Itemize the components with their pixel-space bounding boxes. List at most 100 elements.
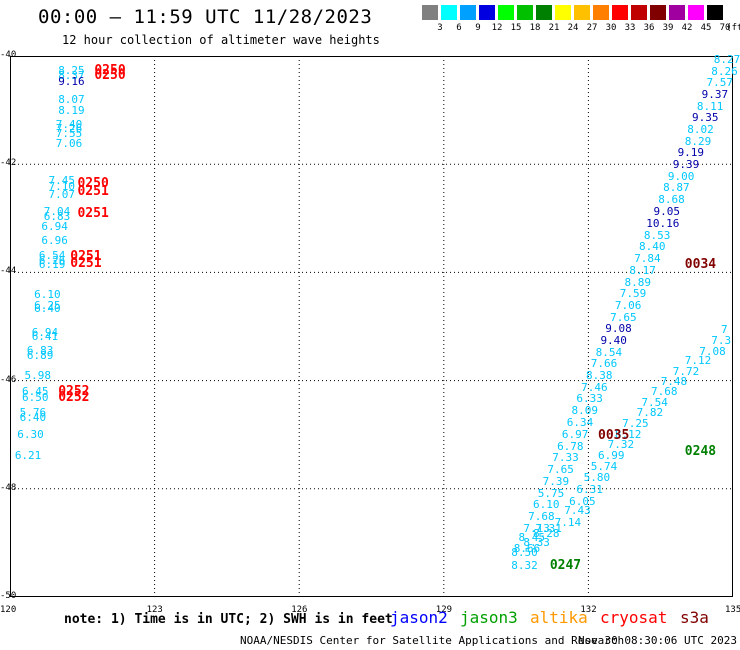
scale-swatch xyxy=(441,5,457,20)
wave-height-value: 7.39 xyxy=(542,474,570,488)
page-subtitle: 12 hour collection of altimeter wave hei… xyxy=(62,33,380,47)
wave-height-value: 10.16 xyxy=(646,216,680,230)
wave-height-value: 8.53 xyxy=(643,228,671,242)
scale-swatch xyxy=(669,5,685,20)
pass-time-label: 0250 xyxy=(94,62,126,78)
wave-height-value: 8.50 xyxy=(511,546,538,560)
footer-credit: NOAA/NESDIS Center for Satellite Applica… xyxy=(240,634,625,647)
wave-height-value: 6.94 xyxy=(41,220,68,234)
scale-swatch xyxy=(631,5,647,20)
pass-time-label: 0035 xyxy=(598,427,630,443)
scale-label: 24 xyxy=(567,23,579,33)
wave-height-value: 6.94 xyxy=(31,325,59,339)
map-plot-area xyxy=(10,56,733,597)
wave-height-value: 7.48 xyxy=(660,374,688,388)
scale-swatch xyxy=(536,5,552,20)
wave-height-value: 6.83 xyxy=(26,343,54,357)
wave-height-value: 7 xyxy=(720,323,728,337)
wave-height-value: 8.07 xyxy=(58,92,85,106)
scale-label: 70 xyxy=(719,23,731,33)
wave-height-value: 8.68 xyxy=(658,193,685,207)
wave-height-value: 7.06 xyxy=(55,136,83,150)
wave-height-value: 6.50 xyxy=(22,390,49,404)
wave-height-value: 9.40 xyxy=(600,334,627,348)
wave-height-value: 6.31 xyxy=(576,482,603,496)
lat-tick-label: -42 xyxy=(0,158,17,169)
lon-tick-label: 135 xyxy=(725,605,740,615)
lon-tick-label: 120 xyxy=(0,605,17,615)
wave-height-value: 7.04 xyxy=(43,205,71,219)
pass-time-label: 0034 xyxy=(684,257,717,273)
wave-height-value: 9.05 xyxy=(653,205,680,219)
wave-height-value: 6.30 xyxy=(17,427,44,441)
wave-height-value: 9.16 xyxy=(58,74,85,88)
wave-height-value: 7.25 xyxy=(622,416,649,430)
scale-swatch xyxy=(688,5,704,20)
wave-height-value: 7.32 xyxy=(607,438,635,452)
wave-height-value: 9.08 xyxy=(605,322,632,336)
wave-height-value: 8.19 xyxy=(58,104,85,118)
scale-swatch xyxy=(707,5,723,20)
wave-height-value: 8.40 xyxy=(639,240,666,254)
wave-height-value: 6.10 xyxy=(532,497,560,511)
wave-height-value: 8.37 xyxy=(58,68,85,82)
wave-height-value: 6.99 xyxy=(598,449,625,463)
wave-height-value: 7.57 xyxy=(706,75,733,89)
wave-height-value: 8.02 xyxy=(687,123,714,137)
lat-tick-label: -40 xyxy=(0,50,17,60)
lat-tick-label: -46 xyxy=(0,374,17,385)
scale-label: 27 xyxy=(586,23,598,33)
page-title: 00:00 – 11:59 UTC 11/28/2023 xyxy=(38,6,373,28)
wave-height-value: 8.66 xyxy=(513,542,541,556)
wave-height-value: 7.14 xyxy=(554,516,582,530)
scale-swatch xyxy=(593,5,609,20)
wave-height-value: 6.21 xyxy=(14,449,42,463)
wave-height-value: 7.3 xyxy=(711,334,732,348)
wave-height-value: 7.08 xyxy=(699,344,726,358)
scale-label: 33 xyxy=(624,23,636,33)
wave-height-value: 6.97 xyxy=(561,427,589,441)
satellite-jason2: jason2 xyxy=(390,608,448,627)
lon-tick-label: 126 xyxy=(291,605,308,615)
wave-height-value: 8.29 xyxy=(684,134,712,148)
wave-height-value: 6.45 xyxy=(22,385,49,399)
scale-swatch xyxy=(612,5,628,20)
wave-height-value: 8.54 xyxy=(595,345,623,359)
wave-height-value: 7.65 xyxy=(610,310,637,324)
wave-height-value: 6.96 xyxy=(41,233,68,247)
wave-height-value: 7.43 xyxy=(564,504,591,518)
scale-label: 30 xyxy=(605,23,617,33)
scale-label: 6 xyxy=(456,23,462,33)
wave-height-value: 9.37 xyxy=(701,87,729,101)
pass-time-label: 0250 xyxy=(94,67,126,83)
wave-height-value: 7.66 xyxy=(590,357,618,371)
wave-height-value: 8.89 xyxy=(624,275,652,289)
wave-height-value: 7.07 xyxy=(48,187,76,201)
lon-tick-label: 129 xyxy=(435,605,453,615)
scale-swatch xyxy=(555,5,571,20)
satellite-s3a: s3a xyxy=(680,608,709,627)
wave-height-value: 8.26 xyxy=(711,64,738,78)
wave-height-value: 6.10 xyxy=(34,288,61,302)
scale-unit: (ft) xyxy=(726,23,740,33)
lat-tick-label: -48 xyxy=(0,482,17,493)
footer-timestamp: Nov 30 08:30:06 UTC 2023 xyxy=(578,634,737,647)
wave-height-value: 7.55 xyxy=(55,127,83,141)
scale-swatch xyxy=(479,5,495,20)
scale-label: 9 xyxy=(475,23,481,33)
wave-height-value: 6.33 xyxy=(576,392,603,406)
scale-swatch xyxy=(498,5,514,20)
scale-swatch xyxy=(517,5,533,20)
wave-height-value: 8.28 xyxy=(532,527,560,541)
wave-height-value: 7.68 xyxy=(528,509,555,523)
wave-height-value: 6.89 xyxy=(26,349,54,363)
scale-label: 39 xyxy=(662,23,674,33)
wave-height-value: 8.33 xyxy=(523,535,550,549)
scale-label: 45 xyxy=(700,23,712,33)
pass-time-label: 0251 xyxy=(70,249,102,265)
scale-label: 3 xyxy=(437,23,443,33)
wave-height-value: 7.72 xyxy=(672,364,700,378)
scale-label: 21 xyxy=(548,23,560,33)
wave-height-value: 7.10 xyxy=(48,179,76,193)
scale-label: 42 xyxy=(681,23,693,33)
